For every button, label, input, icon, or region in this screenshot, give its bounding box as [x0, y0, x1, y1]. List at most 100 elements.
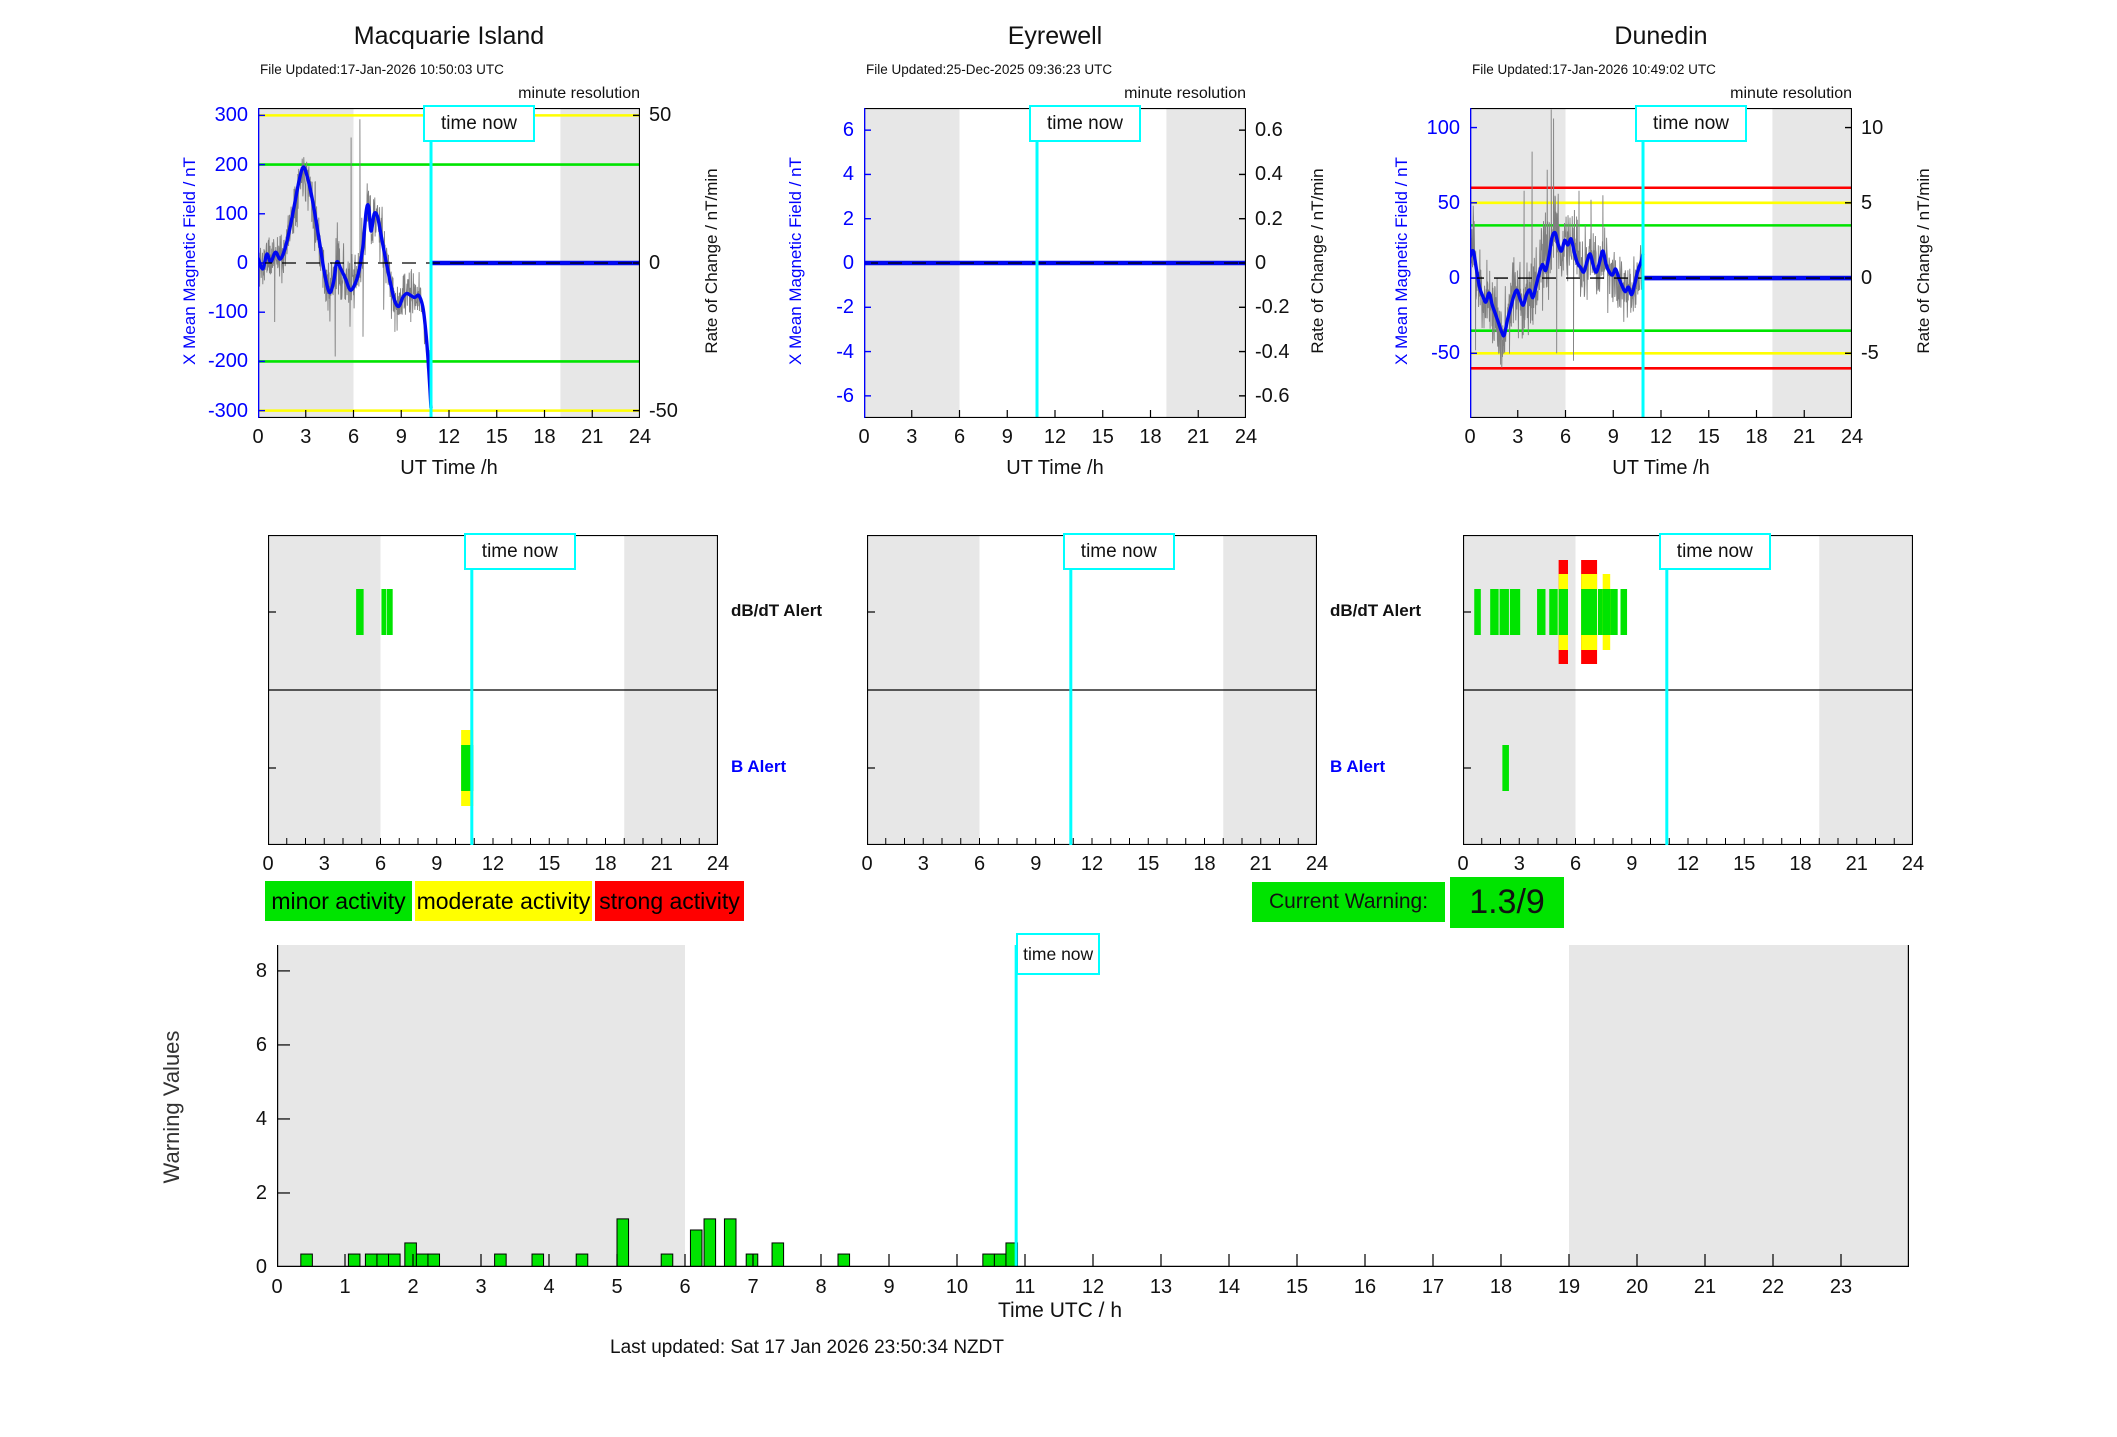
x-tick-label: 6 — [1569, 853, 1582, 875]
x-tick-label: 9 — [395, 426, 407, 448]
y-tick-label: -0.2 — [1255, 296, 1290, 319]
x-tick-label: 21 — [1249, 853, 1272, 875]
x-tick-label: 12 — [1080, 853, 1104, 875]
y-tick-label: 200 — [214, 153, 248, 176]
y-tick-label: -50 — [1431, 342, 1460, 365]
x-tick-label: 6 — [374, 853, 387, 875]
x-tick-label: 21 — [1187, 426, 1210, 448]
x-tick-label: 24 — [1305, 853, 1329, 875]
dunedin-file-updated: File Updated:17-Jan-2026 10:49:02 UTC — [1472, 62, 1716, 77]
x-tick-label: 24 — [1901, 853, 1925, 875]
x-tick-label: 3 — [917, 853, 929, 875]
x-tick-label: 9 — [1001, 426, 1013, 448]
y-tick-label: 0 — [1861, 267, 1873, 290]
x-tick-label: 3 — [318, 853, 330, 875]
y-tick-label: 100 — [214, 202, 248, 225]
x-tick-label: 7 — [747, 1276, 759, 1298]
x-tick-label: 9 — [1607, 426, 1619, 448]
x-tick-label: 13 — [1149, 1276, 1173, 1298]
dunedin-left-axis-label: X Mean Magnetic Field / nT — [1392, 157, 1411, 365]
x-tick-label: 21 — [581, 426, 604, 448]
y-tick-label: -50 — [649, 399, 678, 422]
y-tick-label: -2 — [836, 296, 854, 319]
time-now-flag: time now — [1016, 933, 1101, 975]
macquarie-island-plot — [258, 108, 640, 418]
x-tick-label: 15 — [1697, 426, 1720, 448]
x-tick-label: 12 — [1081, 1276, 1105, 1298]
eyrewell-alert-panel — [867, 535, 1317, 845]
x-tick-label: 15 — [1091, 426, 1114, 448]
y-tick-label: 100 — [1426, 116, 1460, 139]
x-tick-label: 6 — [347, 426, 360, 448]
y-tick-label: 0 — [1448, 267, 1460, 290]
x-tick-label: 3 — [300, 426, 312, 448]
b-alert-row-label: B Alert — [731, 757, 787, 776]
y-tick-label: 0.6 — [1255, 119, 1283, 142]
y-tick-label: 0 — [1255, 252, 1267, 274]
y-tick-label: 0 — [649, 252, 661, 274]
x-tick-label: 18 — [1193, 853, 1216, 875]
dunedin-right-axis-label: Rate of Change / nT/min — [1914, 168, 1933, 354]
y-tick-label: 0.2 — [1255, 207, 1283, 230]
x-tick-label: 15 — [1285, 1276, 1309, 1298]
x-tick-label: 0 — [1464, 426, 1476, 448]
eyrewell-file-updated: File Updated:25-Dec-2025 09:36:23 UTC — [866, 62, 1113, 77]
x-tick-label: 15 — [538, 853, 561, 875]
y-tick-label: 6 — [842, 119, 854, 142]
minute-resolution-label: minute resolution — [518, 85, 640, 102]
y-tick-label: -100 — [207, 301, 248, 324]
y-tick-label: 5 — [1861, 191, 1873, 214]
x-tick-label: 24 — [1234, 426, 1258, 448]
x-tick-label: 14 — [1217, 1276, 1241, 1298]
x-tick-label: 21 — [1793, 426, 1816, 448]
x-tick-label: 0 — [1457, 853, 1469, 875]
time-utc-axis-label: Time UTC / h — [997, 1299, 1123, 1322]
y-tick-label: 50 — [1437, 191, 1460, 214]
time-now-flag: time now — [423, 105, 535, 142]
warning-values-chart — [277, 945, 1909, 1267]
y-tick-label: -0.4 — [1255, 340, 1290, 363]
x-tick-label: 18 — [594, 853, 617, 875]
x-tick-label: 0 — [858, 426, 870, 448]
x-tick-label: 15 — [1137, 853, 1160, 875]
b-alert-row-label: B Alert — [1330, 757, 1386, 776]
time-now-flag: time now — [1029, 105, 1141, 142]
time-now-flag: time now — [1062, 533, 1175, 570]
macquarie-island-title: Macquarie Island — [353, 22, 545, 50]
x-tick-label: 2 — [407, 1276, 419, 1298]
y-tick-label: 8 — [255, 959, 267, 982]
x-tick-label: 8 — [815, 1276, 827, 1298]
y-tick-label: 0.4 — [1255, 163, 1283, 186]
x-tick-label: 6 — [679, 1276, 691, 1298]
y-tick-label: 4 — [255, 1107, 267, 1130]
x-tick-label: 9 — [1626, 853, 1638, 875]
x-tick-label: 9 — [883, 1276, 895, 1298]
time-now-flag: time now — [1658, 533, 1771, 570]
x-tick-label: 18 — [1789, 853, 1812, 875]
x-tick-label: 23 — [1829, 1276, 1853, 1298]
x-tick-label: 9 — [1030, 853, 1042, 875]
x-tick-label: 18 — [1489, 1276, 1513, 1298]
time-now-flag: time now — [1635, 105, 1747, 142]
y-tick-label: -4 — [836, 340, 854, 363]
y-tick-label: -5 — [1861, 342, 1879, 365]
x-tick-label: 3 — [475, 1276, 487, 1298]
y-tick-label: -200 — [207, 350, 248, 373]
x-tick-label: 3 — [1513, 853, 1525, 875]
y-tick-label: -300 — [207, 399, 248, 422]
dbdt-alert-row-label: dB/dT Alert — [731, 601, 822, 620]
y-tick-label: -6 — [836, 384, 854, 407]
y-tick-label: 2 — [255, 1181, 267, 1204]
x-tick-label: 12 — [481, 853, 505, 875]
macquarie-island-x-axis-label: UT Time /h — [400, 457, 498, 479]
x-tick-label: 21 — [1693, 1276, 1717, 1298]
y-tick-label: 0 — [842, 252, 854, 274]
y-tick-label: 0 — [255, 1256, 267, 1278]
y-tick-label: 300 — [214, 104, 248, 127]
x-tick-label: 16 — [1353, 1276, 1377, 1298]
x-tick-label: 9 — [431, 853, 443, 875]
time-now-flag: time now — [463, 533, 576, 570]
x-tick-label: 12 — [437, 426, 461, 448]
dbdt-alert-row-label: dB/dT Alert — [1330, 601, 1421, 620]
